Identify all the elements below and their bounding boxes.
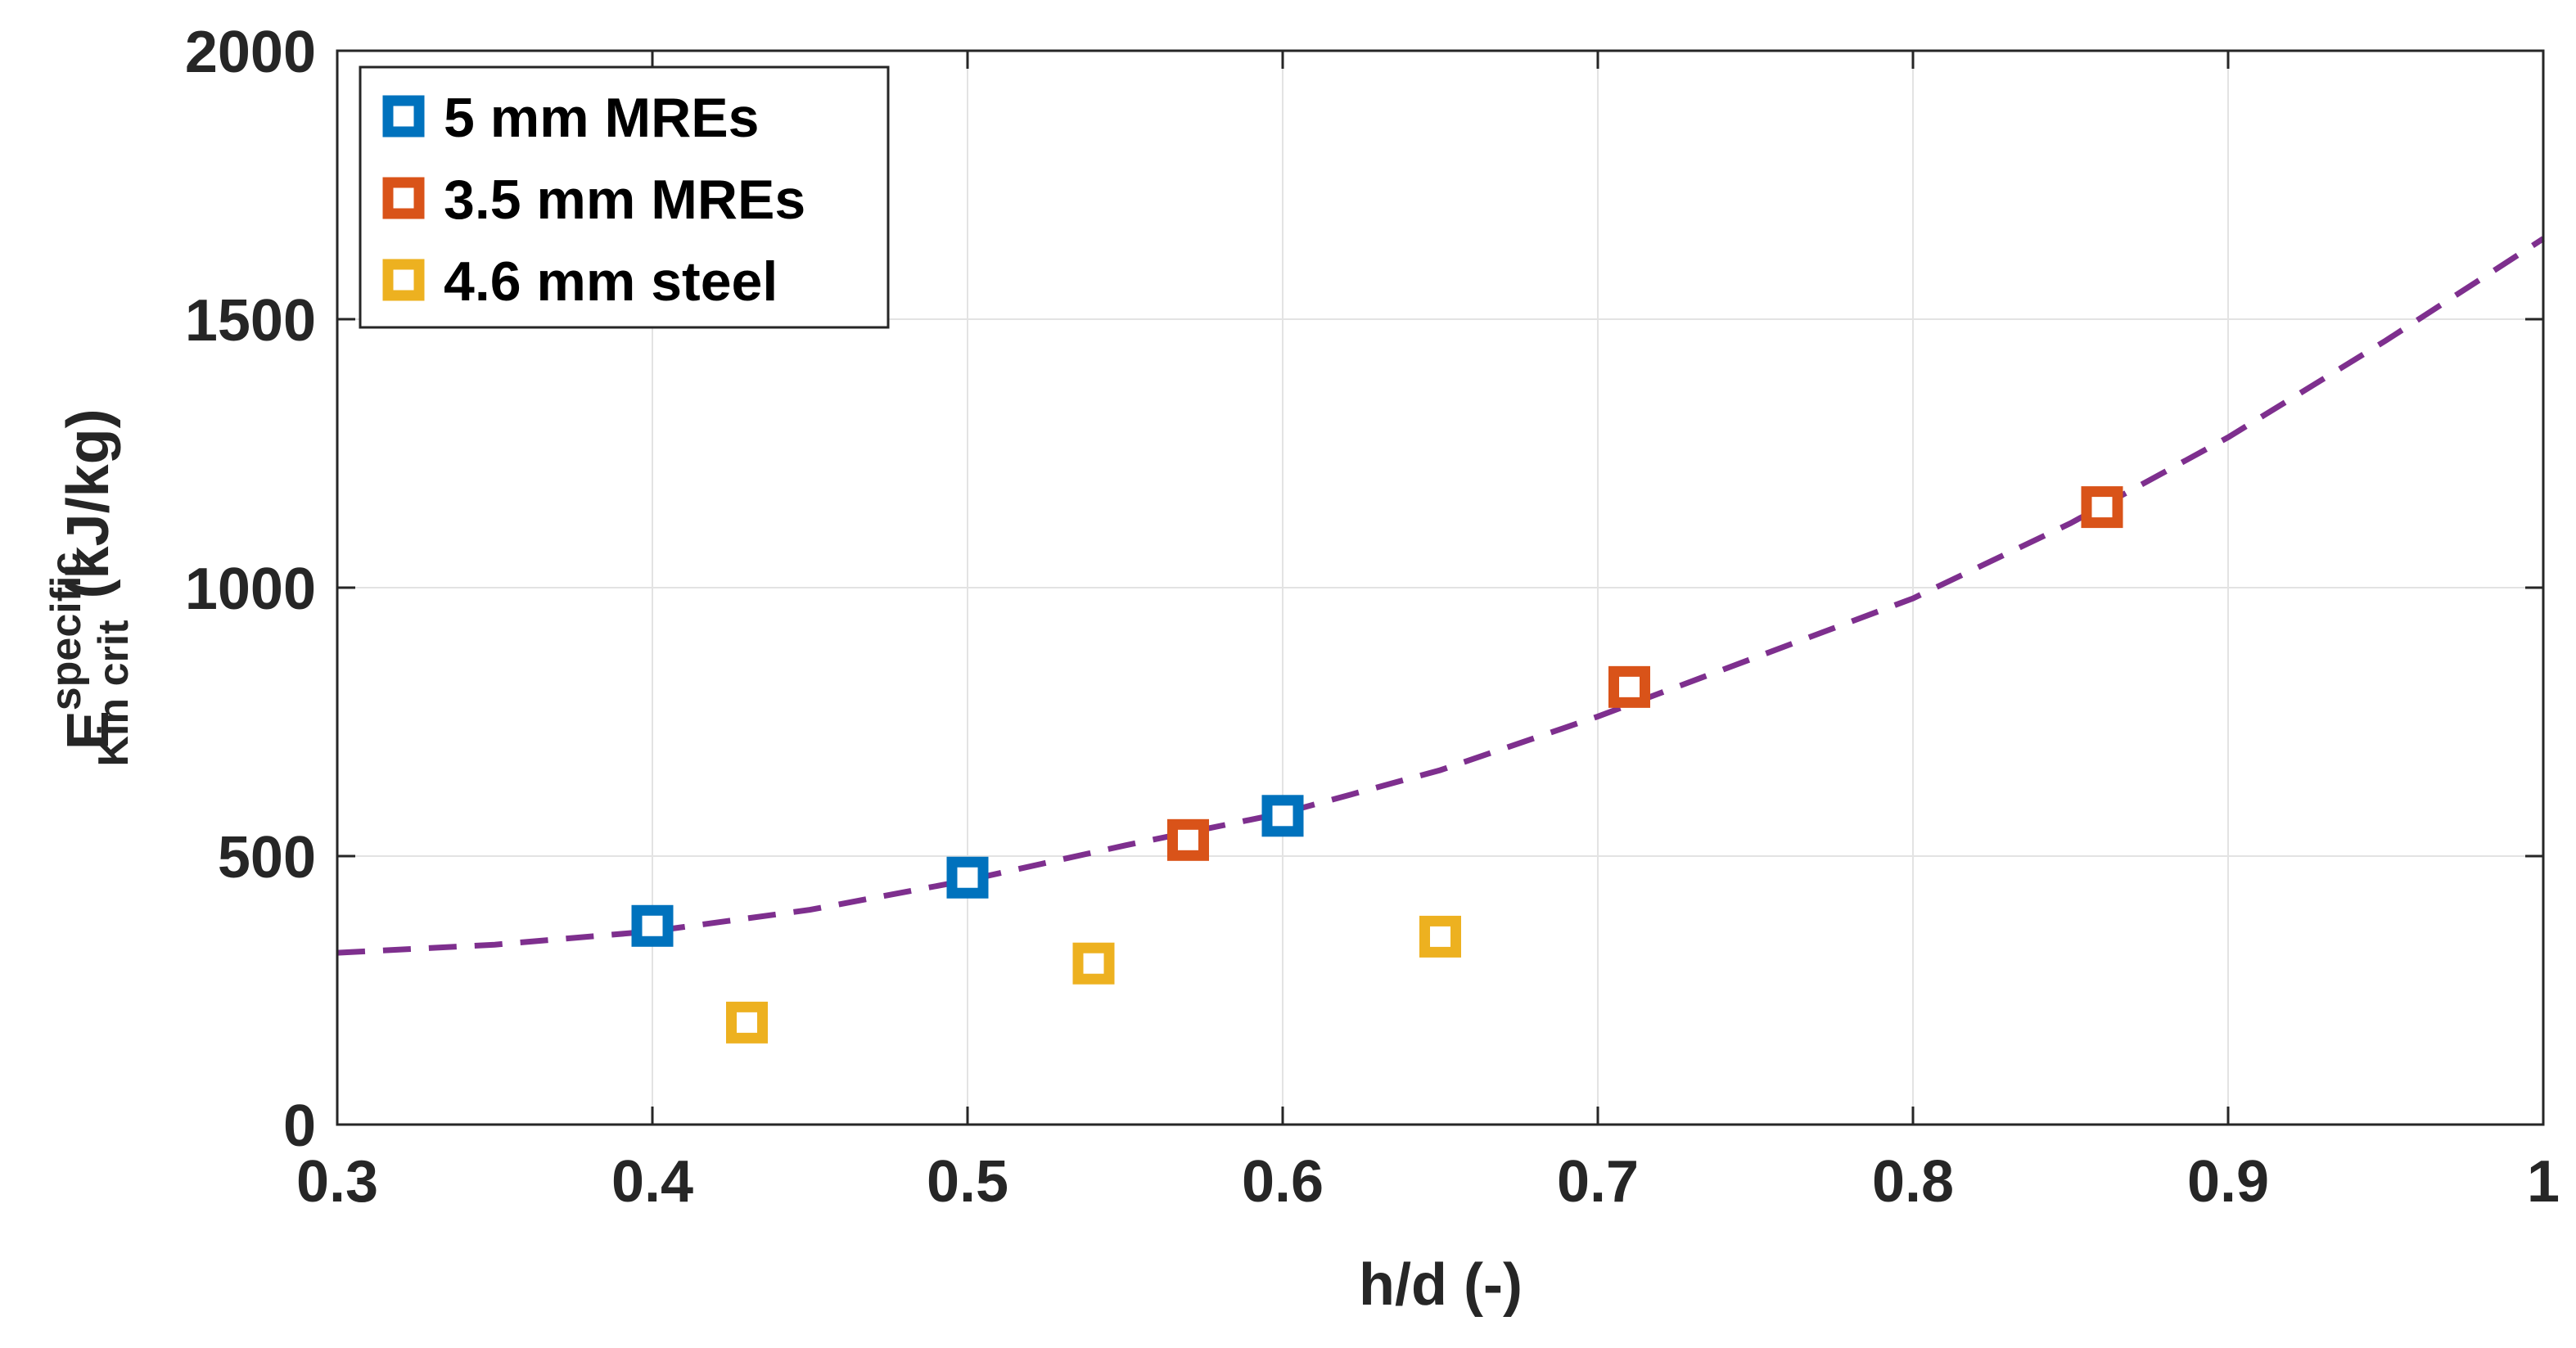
x-tick-label: 0.4 [611,1149,693,1215]
legend: 5 mm MREs 3.5 mm MREs 4.6 mm steel [359,65,890,329]
legend-box [359,65,890,329]
marker-series-1 [1261,795,1304,837]
marker-series-3 [1072,942,1115,985]
legend-marker [382,95,425,138]
y-label-main: E [56,710,121,750]
legend-entry-label: 5 mm MREs [444,87,759,149]
marker-series-2 [1167,818,1209,861]
y-label-superscript: specific [43,552,90,711]
fit-curve [336,236,2545,956]
y-tick-label: 2000 [185,20,316,85]
x-tick-label: 0.6 [1242,1149,1324,1215]
x-tick-label: 0.3 [296,1149,378,1215]
legend-entry-label: 3.5 mm MREs [444,169,805,231]
x-tick-label: 0.7 [1557,1149,1639,1215]
y-tick-label: 1000 [185,557,316,622]
fit-curve-layer [336,236,2545,956]
x-tick-label: 0.8 [1872,1149,1954,1215]
marker-series-3 [1419,915,1461,958]
legend-entry-label: 4.6 mm steel [444,250,778,313]
legend-marker [382,259,425,301]
data-points-layer [631,486,2123,1044]
x-axis-label: h/d (-) [1359,1252,1523,1318]
marker-series-1 [946,856,989,899]
y-label-unit: (kJ/kg) [56,408,121,598]
marker-series-1 [631,904,674,947]
x-tick-label: 0.5 [927,1149,1008,1215]
marker-series-2 [2081,486,2123,529]
y-axis-ticks: 0 500 1000 1500 2000 [185,20,2543,1159]
y-tick-label: 0 [283,1093,316,1159]
x-tick-label: 0.9 [2187,1149,2269,1215]
legend-marker [382,177,425,219]
y-axis-label: EspecificKin crit (kJ/kg) [43,408,138,766]
svg-text:EspecificKin crit(kJ/kg): EspecificKin crit (kJ/kg) [43,408,138,766]
x-axis-ticks: 0.3 0.4 0.5 0.6 0.7 0.8 0.9 1 [296,51,2560,1215]
marker-series-2 [1608,665,1650,708]
y-tick-label: 1500 [185,288,316,354]
x-tick-label: 1 [2527,1149,2560,1215]
y-label-subscript: Kin crit [90,620,138,766]
marker-series-3 [726,1001,768,1044]
y-tick-label: 500 [218,825,316,890]
